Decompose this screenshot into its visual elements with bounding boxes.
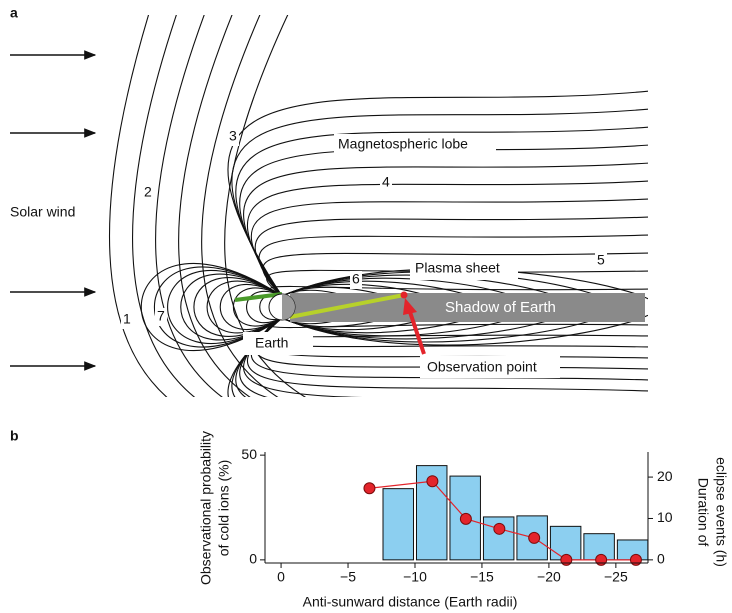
bar [383, 489, 413, 560]
y-axis-label: Observational probability [198, 431, 214, 585]
line-number: 6 [352, 271, 360, 287]
field-line [133, 10, 198, 400]
x-tick-label: −5 [340, 569, 356, 585]
panel-label: a [10, 5, 18, 21]
figure: Shadow of Earth Earth Observation point … [0, 0, 732, 613]
y2-tick-label: 10 [657, 509, 673, 525]
line-number: 2 [144, 184, 152, 200]
y-tick-label: 0 [249, 551, 257, 567]
series-point [561, 554, 572, 565]
x-tick-label: −15 [470, 569, 494, 585]
observation-label: Observation point [427, 359, 537, 375]
line-number: 4 [382, 174, 390, 190]
y2-tick-label: 0 [657, 551, 665, 567]
observation-dot [401, 292, 408, 299]
x-tick-label: −20 [537, 569, 561, 585]
series-point [460, 513, 471, 524]
chart: 0 −5 −10 −15 −20 −25 0 50 0 10 20 Anti-sunward dist… [198, 431, 730, 610]
series-point [630, 554, 641, 565]
series-point [427, 476, 438, 487]
series-point [529, 532, 540, 543]
shadow-label: Shadow of Earth [445, 299, 556, 316]
y-tick-label: 50 [241, 446, 257, 462]
x-axis-label: Anti-sunward distance (Earth radii) [303, 594, 518, 610]
field-line [156, 10, 226, 400]
panel-label: b [10, 428, 19, 444]
earth-label: Earth [255, 335, 288, 351]
series-point [494, 523, 505, 534]
y2-tick-label: 20 [657, 468, 673, 484]
field-line [179, 10, 254, 400]
x-tick-label: 0 [277, 569, 285, 585]
y2-axis-label: eclipse events (h) [713, 457, 729, 567]
y-axis-label: of cold ions (%) [216, 460, 232, 556]
x-tick-label: −10 [403, 569, 427, 585]
lobe-label: Magnetospheric lobe [338, 136, 468, 152]
solar-wind-label: Solar wind [10, 204, 75, 220]
y2-axis-label: Duration of [695, 478, 711, 547]
x-tick-label: −25 [604, 569, 628, 585]
series-point [596, 554, 607, 565]
field-lines [110, 10, 659, 446]
series-point [364, 483, 375, 494]
line-number: 1 [123, 311, 131, 327]
line-number: 7 [157, 308, 165, 324]
line-number: 3 [229, 128, 237, 144]
field-line [251, 199, 650, 296]
line-number: 5 [597, 252, 605, 268]
plasma-label: Plasma sheet [415, 260, 500, 276]
